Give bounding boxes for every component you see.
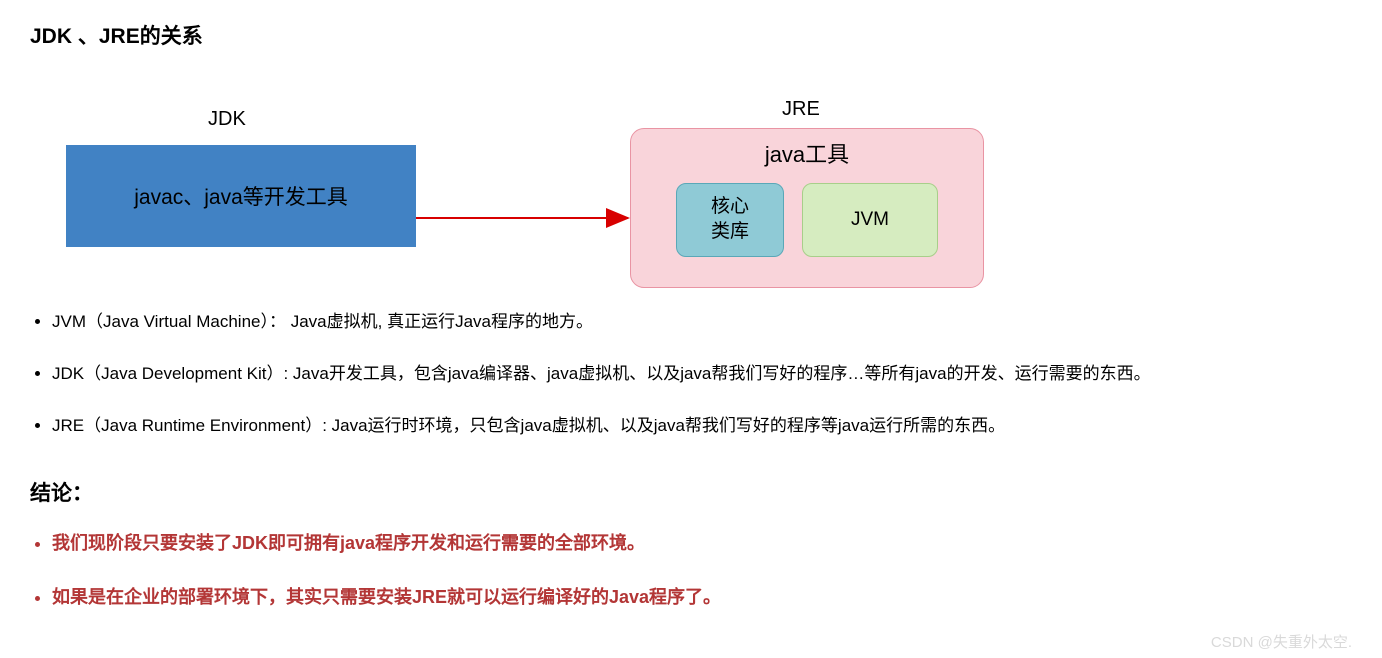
list-item: 如果是在企业的部署环境下，其实只需要安装JRE就可以运行编译好的Java程序了。 bbox=[52, 585, 1352, 610]
conclusion-title: 结论： bbox=[30, 477, 1352, 507]
list-item: JRE（Java Runtime Environment）: Java运行时环境… bbox=[52, 414, 1352, 438]
list-item: 我们现阶段只要安装了JDK即可拥有java程序开发和运行需要的全部环境。 bbox=[52, 531, 1352, 556]
jre-inner-row: 核心 类库 JVM bbox=[631, 183, 983, 257]
jdk-jre-diagram: JDK javac、java等开发工具 JRE java工具 核心 类库 JVM bbox=[30, 70, 1352, 280]
jre-box: java工具 核心 类库 JVM bbox=[630, 128, 984, 288]
jre-label: JRE bbox=[782, 98, 820, 121]
jre-box-title: java工具 bbox=[631, 137, 983, 169]
page-title: JDK 、JRE的关系 bbox=[30, 20, 1352, 50]
definition-list: JVM（Java Virtual Machine）： Java虚拟机, 真正运行… bbox=[52, 310, 1352, 437]
jdk-box: javac、java等开发工具 bbox=[66, 145, 416, 247]
list-item: JVM（Java Virtual Machine）： Java虚拟机, 真正运行… bbox=[52, 310, 1352, 334]
list-item: JDK（Java Development Kit）: Java开发工具，包含ja… bbox=[52, 362, 1352, 386]
core-lib-box: 核心 类库 bbox=[676, 183, 784, 257]
jvm-box: JVM bbox=[802, 183, 938, 257]
conclusion-list: 我们现阶段只要安装了JDK即可拥有java程序开发和运行需要的全部环境。 如果是… bbox=[52, 531, 1352, 609]
jdk-label: JDK bbox=[208, 108, 246, 131]
watermark: CSDN @失重外太空. bbox=[1211, 631, 1352, 652]
